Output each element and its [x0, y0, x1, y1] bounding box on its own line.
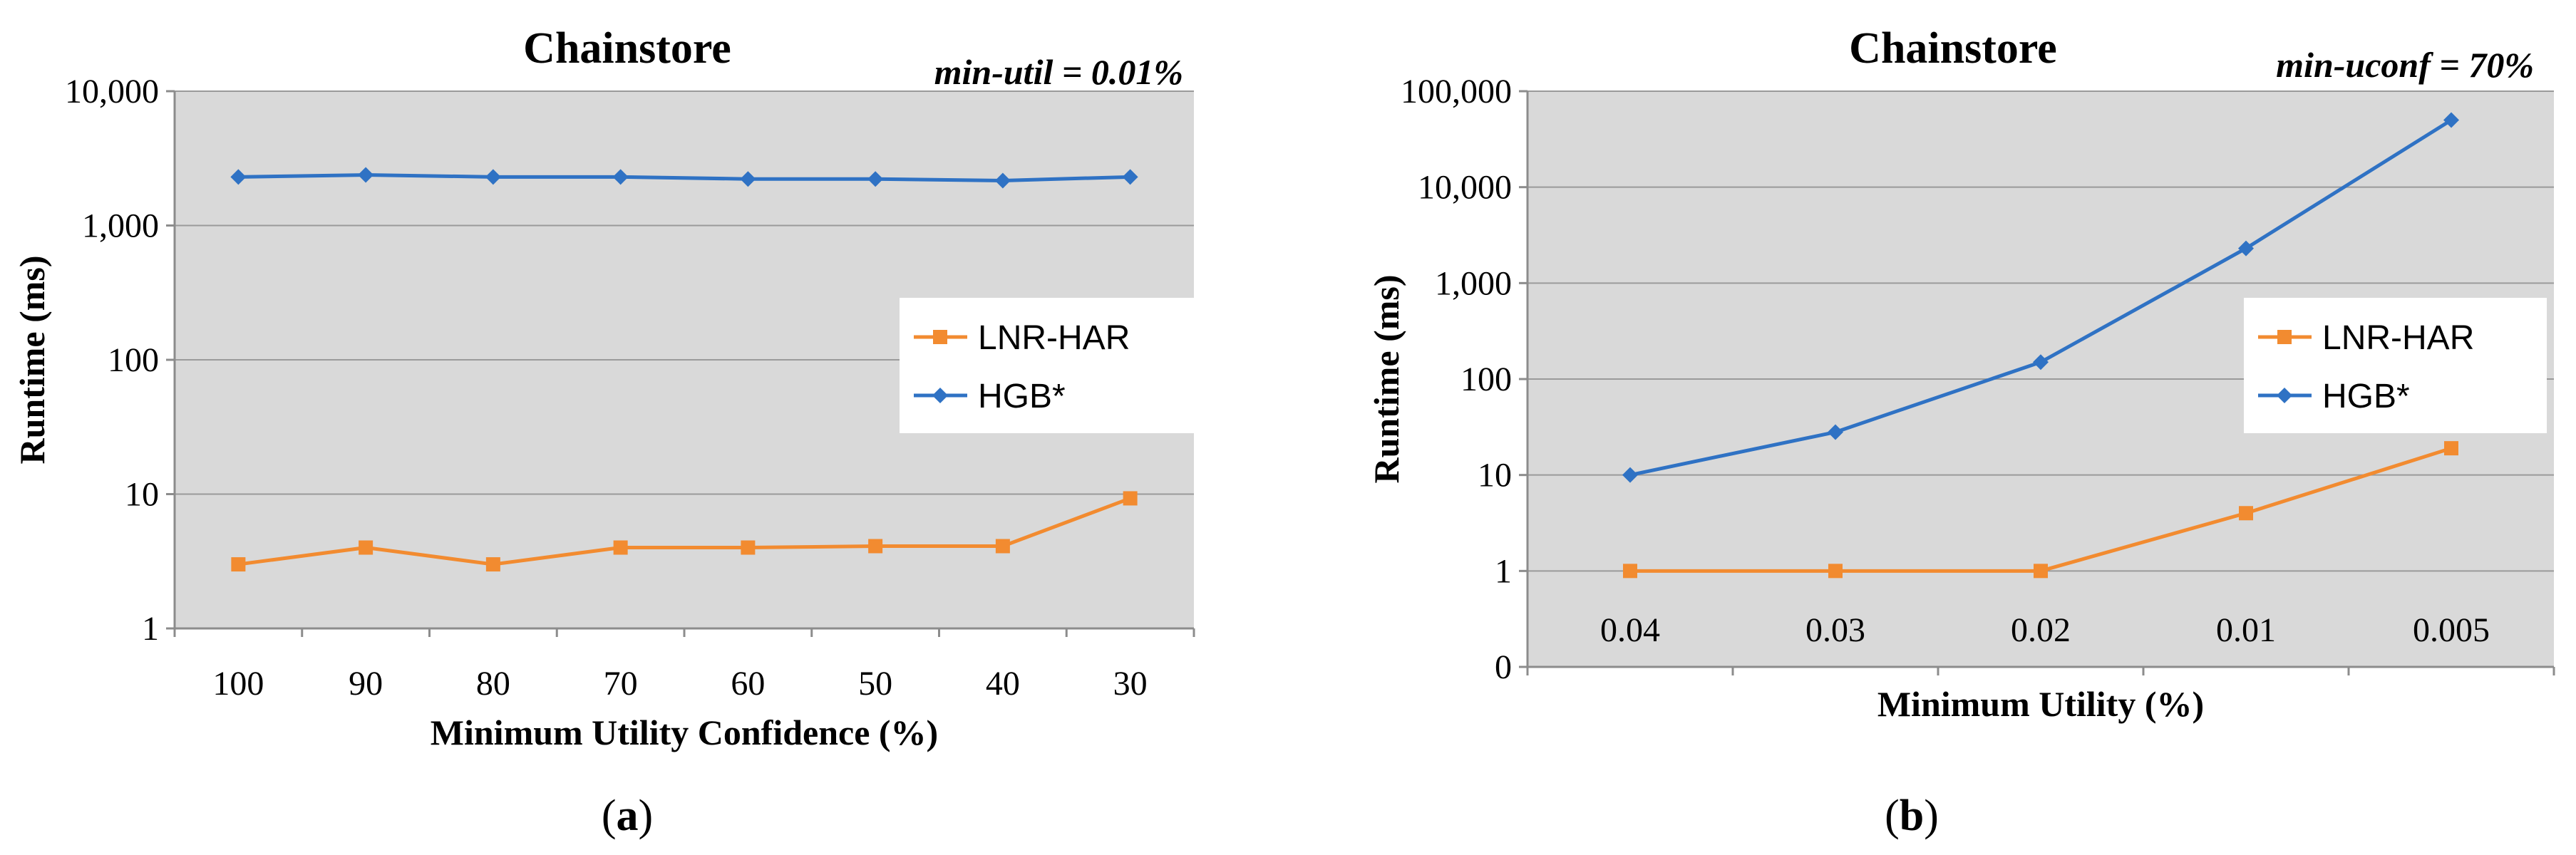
- legend-marker: [2277, 330, 2292, 344]
- data-point-hgb: [2238, 240, 2254, 256]
- data-point-hgb: [1622, 467, 1638, 483]
- panel-label: (a): [602, 792, 653, 840]
- x-tick-label: 0.01: [2216, 611, 2276, 649]
- legend-label: HGB*: [2322, 378, 2410, 415]
- data-point-lnr-har: [485, 557, 500, 572]
- y-tick-label: 1: [142, 610, 159, 648]
- data-point-hgb: [358, 167, 374, 183]
- panel-paren-close: ): [1924, 792, 1939, 840]
- y-tick-label: 10,000: [1418, 169, 1512, 207]
- x-tick-label: 0.04: [1600, 611, 1660, 649]
- y-axis-label: Runtime (ms): [12, 255, 52, 464]
- x-tick-label: 0.02: [2011, 611, 2071, 649]
- chart-annotation: min-uconf = 70%: [2276, 45, 2534, 85]
- chart-annotation: min-util = 0.01%: [934, 52, 1183, 92]
- data-point-hgb: [994, 172, 1011, 189]
- data-point-hgb: [2033, 354, 2049, 370]
- y-tick-label: 100: [1460, 361, 1512, 398]
- data-point-lnr-har: [2034, 564, 2048, 579]
- x-tick-label: 0.005: [2413, 611, 2490, 649]
- legend-label: LNR-HAR: [2322, 319, 2474, 357]
- legend-label: HGB*: [978, 378, 1066, 415]
- y-tick-label: 10,000: [65, 73, 159, 110]
- data-point-hgb: [1828, 424, 1843, 440]
- legend-marker: [932, 388, 948, 403]
- panel-label: (b): [1885, 792, 1939, 840]
- data-point-lnr-har: [359, 540, 373, 555]
- chart-b: 0 1 10 100 1,000 10,000 100,000 0.04 0.03 0.02 0.0…: [1366, 24, 2555, 840]
- legend-box: [900, 298, 1197, 433]
- x-tick-label: 40: [986, 665, 1020, 703]
- x-tick-label: 100: [212, 665, 264, 703]
- data-point-hgb: [230, 169, 247, 185]
- data-point-lnr-har: [741, 540, 756, 555]
- data-point-lnr-har: [1623, 564, 1637, 579]
- y-axis-label: Runtime (ms): [1366, 274, 1406, 483]
- data-point-hgb: [485, 169, 501, 185]
- legend-box: [2244, 298, 2547, 433]
- panel-paren-open: (: [1885, 792, 1900, 840]
- data-point-hgb: [740, 171, 756, 187]
- y-tick-label: 10: [125, 476, 159, 514]
- data-point-lnr-har: [613, 540, 628, 555]
- x-tick-label: 70: [604, 665, 638, 703]
- chart-a: 1 10 100 1,000 10,000 100 90 80 70 60 50 40 30 LNR-HA…: [12, 24, 1197, 840]
- panel-paren-open: (: [602, 792, 617, 840]
- panel-letter: b: [1900, 792, 1924, 840]
- x-tick-label: 60: [731, 665, 765, 703]
- series-line-lnr-har: [238, 497, 1131, 566]
- y-tick-label: 1: [1495, 552, 1512, 590]
- legend-marker: [2277, 388, 2292, 403]
- y-tick-label: 100: [108, 341, 159, 379]
- data-point-hgb: [867, 171, 884, 187]
- y-tick-label: 1,000: [1435, 264, 1512, 302]
- data-point-lnr-har: [1123, 491, 1138, 506]
- y-tick-label: 0: [1495, 648, 1512, 686]
- legend-label: LNR-HAR: [978, 319, 1130, 357]
- x-tick-label: 90: [349, 665, 383, 703]
- panel-letter: a: [617, 792, 639, 840]
- x-tick-label: 50: [858, 665, 892, 703]
- y-tick-label: 1,000: [82, 207, 159, 245]
- x-axis-label: Minimum Utility (%): [1877, 684, 2204, 724]
- x-axis-label: Minimum Utility Confidence (%): [431, 712, 938, 752]
- x-tick-label: 30: [1113, 665, 1148, 703]
- data-point-lnr-har: [868, 539, 883, 554]
- data-point-hgb: [1122, 169, 1138, 185]
- data-point-hgb: [2443, 112, 2459, 128]
- data-point-lnr-har: [995, 539, 1010, 554]
- data-point-hgb: [612, 169, 629, 185]
- data-point-lnr-har: [2239, 506, 2253, 521]
- y-tick-label: 10: [1478, 457, 1512, 494]
- data-point-lnr-har: [1828, 564, 1843, 579]
- x-tick-label: 0.03: [1805, 611, 1865, 649]
- chart-title: Chainstore: [1849, 24, 2057, 73]
- data-point-lnr-har: [231, 557, 246, 572]
- series-line-hgb-: [238, 173, 1130, 182]
- legend-marker: [933, 330, 947, 344]
- chart-title: Chainstore: [523, 24, 731, 73]
- panel-paren-close: ): [639, 792, 654, 840]
- y-tick-label: 100,000: [1401, 73, 1512, 110]
- data-point-lnr-har: [2444, 441, 2458, 456]
- x-tick-label: 80: [476, 665, 510, 703]
